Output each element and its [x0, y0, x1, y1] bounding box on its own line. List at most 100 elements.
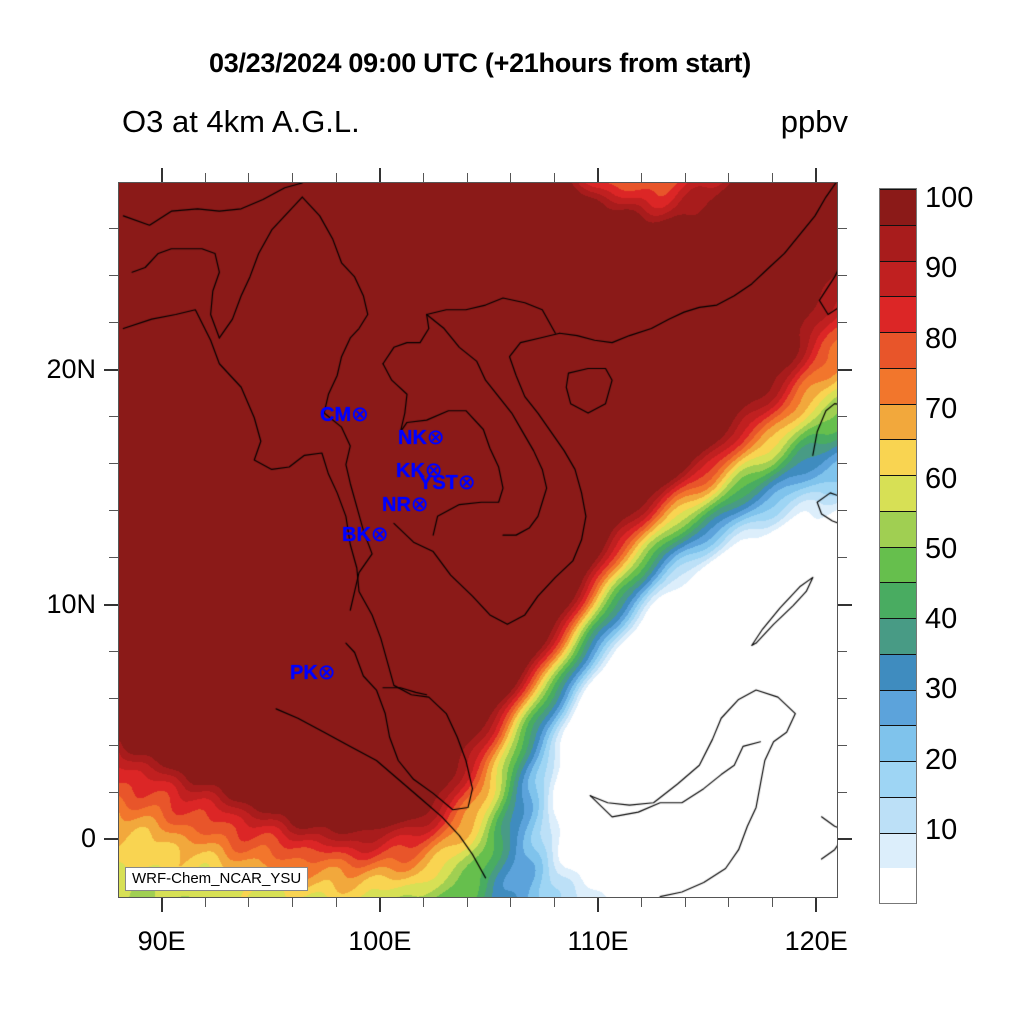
x-tick — [378, 168, 381, 182]
y-tick — [109, 557, 118, 559]
y-tick — [838, 697, 847, 699]
x-tick — [815, 168, 818, 182]
y-tick — [109, 697, 118, 699]
station-cross-icon: ⊗ — [317, 661, 336, 684]
colorbar-band — [880, 332, 916, 368]
x-tick — [815, 898, 818, 912]
y-tick — [838, 744, 847, 746]
x-tick — [728, 173, 730, 182]
x-tick — [553, 898, 555, 907]
colorbar-band — [880, 546, 916, 583]
station-marker-khon-kaen: KK⊗ — [396, 460, 443, 481]
y-tick — [838, 510, 847, 512]
station-code: NK — [398, 427, 427, 449]
x-tick — [204, 173, 206, 182]
colorbar-tick-label: 40 — [925, 603, 958, 636]
x-tick — [641, 173, 643, 182]
x-tick — [466, 173, 468, 182]
station-cross-icon: ⊗ — [370, 523, 389, 546]
x-tick — [378, 898, 381, 912]
colorbar-band — [880, 439, 916, 475]
x-tick — [292, 173, 294, 182]
colorbar-band — [880, 403, 916, 440]
y-tick — [838, 228, 847, 230]
x-tick — [422, 898, 424, 907]
y-tick — [838, 651, 847, 652]
station-cross-icon: ⊗ — [351, 403, 369, 426]
colorbar-band — [880, 653, 916, 690]
ozone-field-canvas — [119, 183, 837, 897]
station-cross-icon: ⊗ — [410, 493, 429, 516]
colorbar-tick-label: 20 — [925, 743, 958, 776]
colorbar-band — [880, 510, 916, 547]
colorbar-band — [880, 618, 916, 654]
station-code: NR — [382, 494, 411, 516]
y-tick — [109, 744, 118, 746]
x-tick — [248, 898, 250, 907]
x-tick — [597, 898, 599, 912]
units-label: ppbv — [780, 104, 848, 139]
y-tick — [109, 228, 118, 230]
y-axis-label: 10N — [46, 588, 96, 619]
y-tick — [109, 322, 118, 324]
colorbar-band — [880, 582, 916, 618]
x-tick — [510, 173, 512, 182]
x-tick — [160, 168, 163, 182]
x-tick — [466, 898, 468, 907]
x-tick — [553, 173, 555, 182]
y-tick — [109, 510, 118, 512]
y-tick — [838, 791, 847, 793]
y-tick — [104, 603, 118, 606]
colorbar-band — [880, 832, 916, 869]
x-tick — [684, 898, 686, 907]
station-code: PK — [290, 662, 318, 684]
x-tick — [292, 898, 294, 907]
colorbar-band — [880, 367, 916, 404]
y-tick — [838, 416, 847, 418]
y-tick — [109, 651, 118, 652]
y-axis-label: 20N — [46, 353, 96, 384]
y-tick — [838, 557, 847, 559]
y-tick — [838, 838, 852, 841]
x-tick — [597, 168, 599, 182]
map-plot-area: WRF-Chem_NCAR_YSU — [118, 182, 838, 898]
colorbar-band — [880, 868, 916, 903]
station-marker-prachuap-khiri-khan: PK⊗ — [290, 662, 335, 683]
y-tick — [109, 463, 118, 465]
x-axis-label: 90E — [137, 926, 186, 956]
colorbar-band — [880, 224, 916, 261]
x-axis-label: 120E — [784, 926, 848, 956]
station-code: CM — [320, 404, 352, 426]
x-tick — [422, 173, 424, 182]
model-attribution-tag: WRF-Chem_NCAR_YSU — [125, 867, 309, 891]
x-tick — [772, 898, 774, 907]
y-axis-label: 0 — [80, 823, 96, 854]
colorbar-band — [880, 189, 916, 225]
station-marker-yasothon: YST⊗ — [419, 472, 476, 493]
x-tick — [772, 173, 774, 182]
colorbar-band — [880, 689, 916, 726]
y-tick — [104, 368, 118, 371]
station-cross-icon: ⊗ — [424, 459, 443, 482]
y-tick — [104, 838, 118, 841]
y-tick — [109, 275, 118, 277]
station-cross-icon: ⊗ — [426, 426, 445, 449]
variable-level-label: O3 at 4km A.G.L. — [122, 104, 360, 139]
colorbar-band — [880, 475, 916, 511]
x-axis-label: 100E — [348, 926, 412, 956]
colorbar-tick-label: 60 — [925, 462, 958, 495]
station-code: KK — [396, 460, 425, 482]
y-tick — [838, 275, 847, 277]
colorbar-tick-label: 80 — [925, 322, 958, 355]
colorbar-band — [880, 725, 916, 761]
colorbar — [879, 188, 917, 904]
colorbar-tick-label: 50 — [925, 533, 958, 566]
x-tick — [204, 898, 206, 907]
y-tick — [109, 416, 118, 418]
x-axis-label: 110E — [567, 926, 629, 956]
colorbar-band — [880, 796, 916, 833]
colorbar-tick-label: 100 — [925, 182, 974, 215]
colorbar-band — [880, 761, 916, 797]
station-cross-icon: ⊗ — [457, 471, 476, 494]
x-tick — [684, 173, 686, 182]
